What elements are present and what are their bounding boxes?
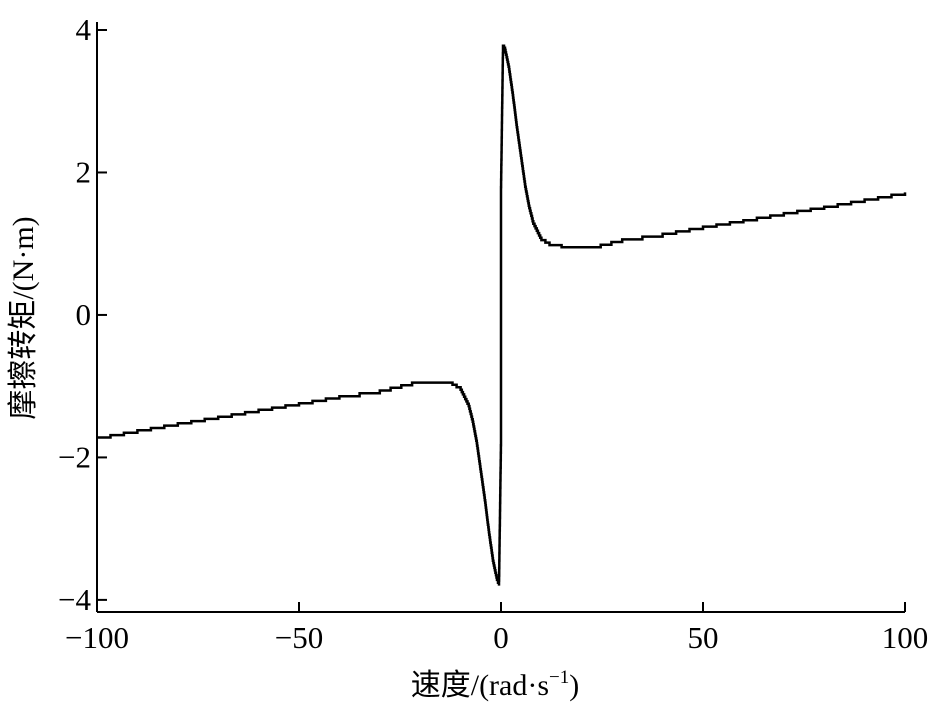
ticks: −100 −50 0 50 100 −4 −2 0 2 4 [58, 12, 928, 655]
x-tick-label: 0 [493, 620, 509, 655]
x-axis-label: 速度/(rad·s−1) [411, 667, 580, 702]
x-tick-label: −100 [65, 620, 129, 655]
x-tick-label: 50 [688, 620, 719, 655]
y-tick-label: 0 [76, 297, 92, 332]
y-tick-label: −2 [58, 439, 91, 474]
y-axis-label: 摩擦转矩/(N·m) [7, 216, 40, 419]
y-tick-label: 4 [76, 12, 92, 47]
y-tick-label: 2 [76, 154, 92, 189]
y-tick-label: −4 [58, 582, 91, 617]
x-tick-label: 100 [882, 620, 929, 655]
friction-curve [97, 44, 907, 586]
x-tick-label: −50 [275, 620, 323, 655]
